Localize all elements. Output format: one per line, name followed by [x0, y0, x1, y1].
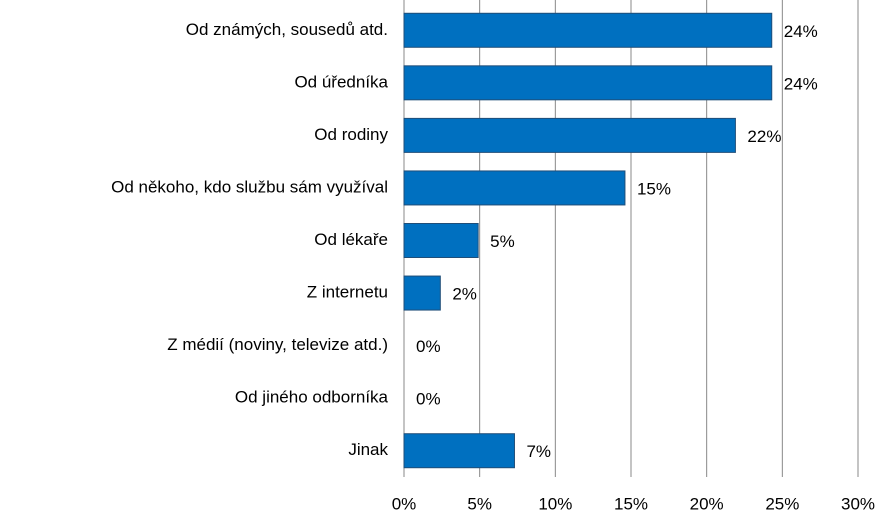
data-label: 2%	[452, 285, 477, 304]
y-tick-label: Od rodiny	[314, 125, 388, 144]
bar	[403, 117, 736, 153]
data-label: 24%	[784, 22, 818, 41]
x-tick-label: 20%	[690, 494, 724, 513]
y-tick-label: Od známých, sousedů atd.	[186, 20, 388, 39]
y-tick-label: Z internetu	[307, 283, 388, 302]
y-tick-label: Od úředníka	[294, 72, 388, 91]
y-tick-label: Od lékaře	[314, 230, 388, 249]
x-tick-label: 10%	[538, 494, 572, 513]
data-label: 22%	[747, 127, 781, 146]
bar	[403, 223, 479, 258]
data-label: 0%	[416, 390, 441, 409]
bar	[403, 65, 773, 101]
data-label: 5%	[490, 232, 515, 251]
y-tick-label: Od jiného odborníka	[235, 388, 389, 407]
y-tick-label: Z médií (noviny, televize atd.)	[167, 335, 388, 354]
x-tick-label: 0%	[392, 494, 417, 513]
x-tick-label: 25%	[765, 494, 799, 513]
data-label: 15%	[637, 179, 671, 198]
bar	[403, 275, 441, 311]
bar	[403, 433, 515, 469]
data-label: 0%	[416, 337, 441, 356]
x-tick-label: 15%	[614, 494, 648, 513]
y-tick-label: Jinak	[348, 440, 388, 459]
x-tick-label: 30%	[841, 494, 875, 513]
data-label: 7%	[526, 442, 551, 461]
bar	[403, 170, 626, 206]
y-tick-label: Od někoho, kdo službu sám využíval	[111, 177, 388, 196]
bar	[403, 12, 773, 48]
x-tick-label: 5%	[467, 494, 492, 513]
data-label: 24%	[784, 74, 818, 93]
